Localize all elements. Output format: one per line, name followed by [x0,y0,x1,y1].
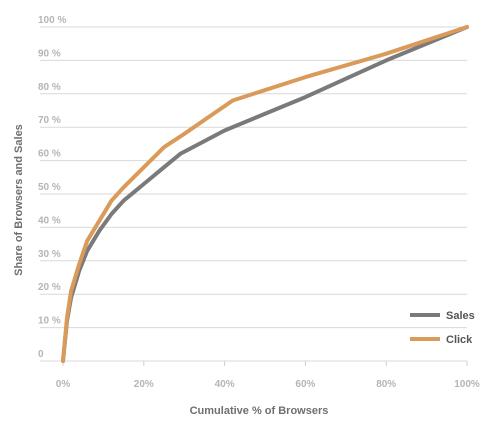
y-tick-label: 80 % [38,82,61,93]
y-tick-label: 0 [38,349,44,360]
y-tick-label: 70 % [38,115,61,126]
y-tick-label: 30 % [38,249,61,260]
x-axis-title: Cumulative % of Browsers [190,405,329,417]
y-tick-label: 90 % [38,48,61,59]
y-tick-label: 10 % [38,316,61,327]
series-line-click [61,25,469,363]
y-tick-label: 60 % [38,149,61,160]
x-tick-label: 60% [295,379,315,390]
y-tick-label: 20 % [38,282,61,293]
legend-label-click: Click [446,334,473,346]
x-tick-label: 0% [56,379,71,390]
y-tick-label: 50 % [38,182,61,193]
x-tick-label: 100% [454,379,480,390]
x-tick-label: 20% [134,379,154,390]
legend-label-sales: Sales [446,310,475,322]
y-tick-label: 40 % [38,215,61,226]
y-axis-title: Share of Browsers and Sales [13,124,25,276]
x-tick-label: 40% [215,379,235,390]
y-tick-label: 100 % [38,15,66,26]
x-tick-label: 80% [376,379,396,390]
